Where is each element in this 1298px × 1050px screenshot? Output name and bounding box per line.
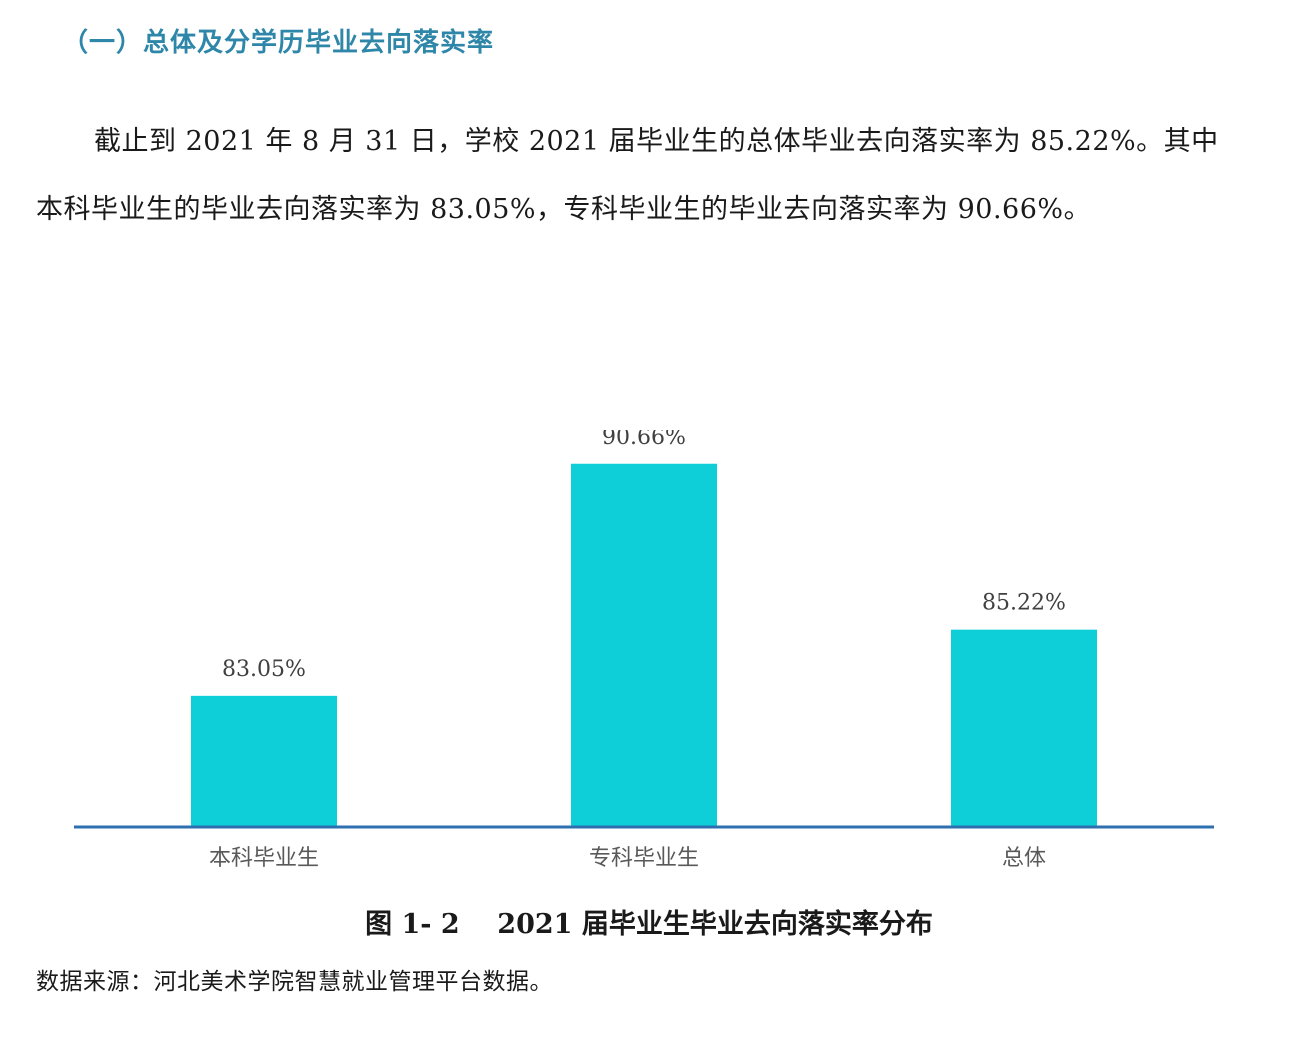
data-label-1: 83.05% [222,657,306,682]
bar-chart: 83.05% 本科毕业生 90.66% 专科毕业生 85.22% 总体 [0,430,1298,890]
bar-1 [191,695,337,827]
bar-3 [951,629,1097,827]
category-label-2: 专科毕业生 [589,846,699,871]
data-label-3: 85.22% [982,591,1066,616]
figure-caption: 图 1- 2 2021 届毕业生毕业去向落实率分布 [365,909,933,940]
category-label-1: 本科毕业生 [209,846,319,871]
bar-2 [571,463,717,827]
data-label-2: 90.66% [602,430,686,450]
section-heading: （一）总体及分学历毕业去向落实率 [62,28,495,58]
bar-chart-svg: 83.05% 本科毕业生 90.66% 专科毕业生 85.22% 总体 [74,430,1214,871]
category-label-3: 总体 [1002,846,1046,871]
data-source-note: 数据来源：河北美术学院智慧就业管理平台数据。 [36,969,553,995]
summary-paragraph: 截止到 2021 年 8 月 31 日，学校 2021 届毕业生的总体毕业去向落… [36,126,1219,225]
